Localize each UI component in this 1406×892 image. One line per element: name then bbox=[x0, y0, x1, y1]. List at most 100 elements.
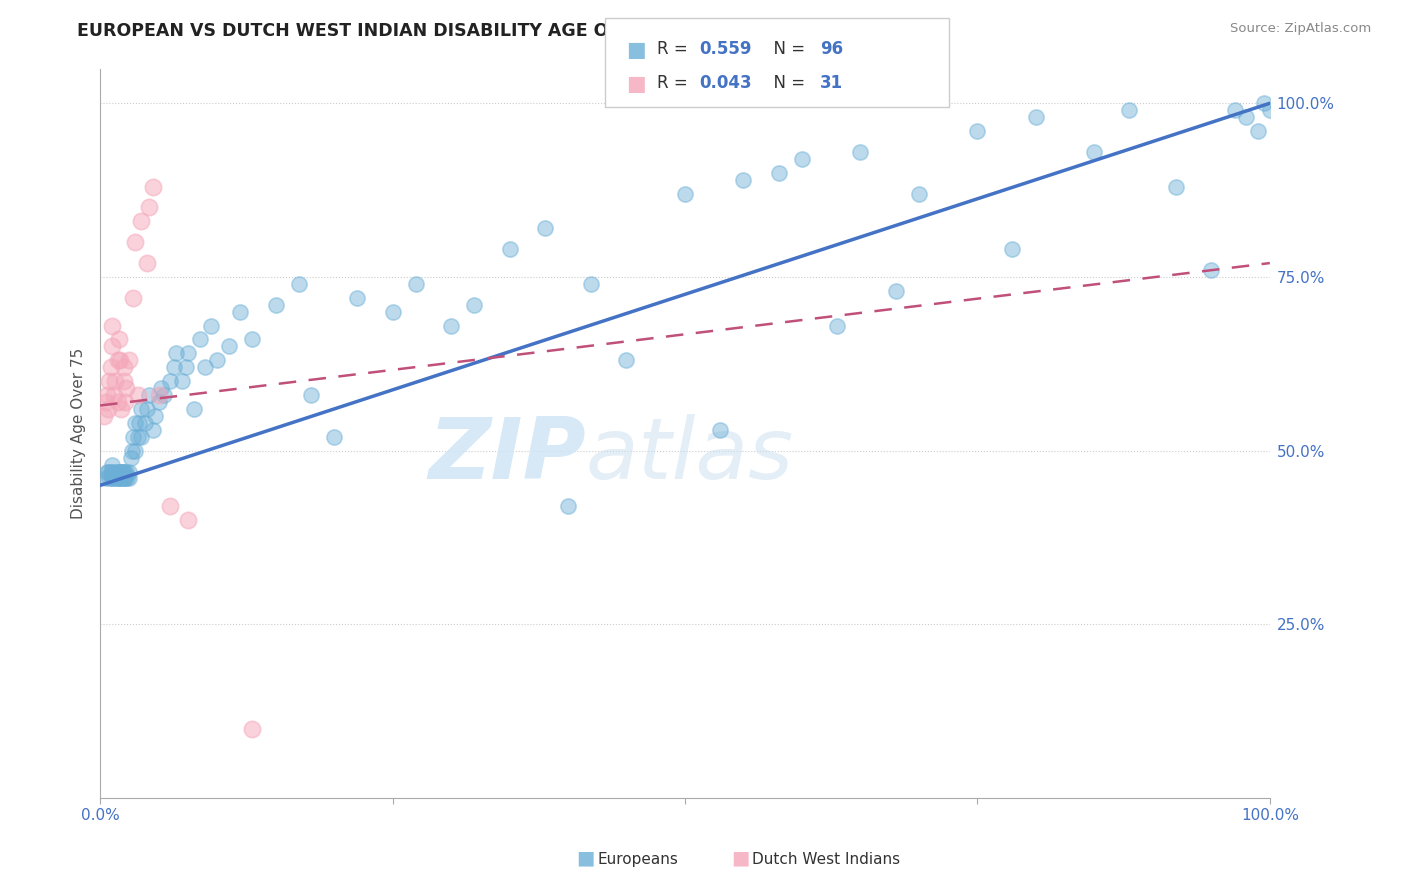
Text: Dutch West Indians: Dutch West Indians bbox=[752, 852, 900, 867]
Text: R =: R = bbox=[657, 40, 693, 58]
Text: atlas: atlas bbox=[585, 414, 793, 497]
Point bbox=[108, 471, 131, 485]
Point bbox=[1118, 103, 1140, 118]
Point bbox=[194, 360, 217, 375]
Point bbox=[1247, 124, 1270, 138]
Point bbox=[138, 388, 160, 402]
Point bbox=[105, 471, 128, 485]
Point bbox=[1083, 145, 1105, 159]
Point bbox=[97, 401, 120, 416]
Point bbox=[107, 395, 129, 409]
Point bbox=[884, 284, 907, 298]
Point bbox=[100, 360, 122, 375]
Point bbox=[966, 124, 988, 138]
Point bbox=[122, 291, 145, 305]
Point bbox=[1258, 103, 1281, 118]
Point bbox=[177, 513, 200, 527]
Point bbox=[142, 423, 165, 437]
Point bbox=[97, 465, 120, 479]
Point bbox=[111, 465, 134, 479]
Point bbox=[825, 318, 848, 333]
Point bbox=[114, 471, 136, 485]
Point bbox=[104, 374, 127, 388]
Point bbox=[240, 722, 263, 736]
Point bbox=[108, 353, 131, 368]
Point bbox=[138, 201, 160, 215]
Point bbox=[148, 395, 170, 409]
Point bbox=[1001, 242, 1024, 256]
Text: 0.043: 0.043 bbox=[699, 74, 751, 92]
Text: ■: ■ bbox=[576, 848, 595, 867]
Text: N =: N = bbox=[763, 74, 811, 92]
Point bbox=[159, 374, 181, 388]
Y-axis label: Disability Age Over 75: Disability Age Over 75 bbox=[72, 348, 86, 519]
Point bbox=[127, 430, 149, 444]
Point bbox=[135, 401, 157, 416]
Point bbox=[440, 318, 463, 333]
Point bbox=[165, 346, 187, 360]
Point bbox=[129, 430, 152, 444]
Point bbox=[101, 471, 124, 485]
Point bbox=[115, 381, 138, 395]
Point bbox=[1253, 96, 1275, 111]
Point bbox=[299, 388, 322, 402]
Point bbox=[733, 172, 755, 186]
Point bbox=[101, 339, 124, 353]
Text: ZIP: ZIP bbox=[427, 414, 585, 497]
Point bbox=[98, 374, 121, 388]
Point bbox=[108, 333, 131, 347]
Point bbox=[112, 465, 135, 479]
Point bbox=[124, 443, 146, 458]
Text: ■: ■ bbox=[626, 40, 645, 60]
Point bbox=[98, 471, 121, 485]
Point bbox=[143, 409, 166, 423]
Point bbox=[112, 374, 135, 388]
Point bbox=[96, 388, 118, 402]
Point bbox=[463, 298, 485, 312]
Text: N =: N = bbox=[763, 40, 811, 58]
Point bbox=[188, 333, 211, 347]
Point bbox=[108, 465, 131, 479]
Point bbox=[1025, 110, 1047, 124]
Point bbox=[616, 353, 638, 368]
Point bbox=[163, 360, 186, 375]
Point bbox=[533, 221, 555, 235]
Text: ■: ■ bbox=[626, 74, 645, 94]
Point bbox=[159, 500, 181, 514]
Point bbox=[1166, 179, 1188, 194]
Point bbox=[107, 353, 129, 368]
Point bbox=[118, 471, 141, 485]
Point bbox=[134, 416, 156, 430]
Point bbox=[115, 465, 138, 479]
Point bbox=[498, 242, 520, 256]
Point bbox=[1201, 263, 1223, 277]
Point bbox=[240, 333, 263, 347]
Point bbox=[120, 450, 142, 465]
Point bbox=[93, 409, 115, 423]
Point bbox=[264, 298, 287, 312]
Text: ■: ■ bbox=[731, 848, 749, 867]
Point bbox=[110, 465, 132, 479]
Point bbox=[101, 458, 124, 472]
Point bbox=[110, 471, 132, 485]
Point bbox=[673, 186, 696, 201]
Point bbox=[101, 465, 124, 479]
Point bbox=[101, 318, 124, 333]
Point bbox=[115, 471, 138, 485]
Point bbox=[709, 423, 731, 437]
Point bbox=[153, 388, 176, 402]
Point bbox=[110, 401, 132, 416]
Point bbox=[124, 235, 146, 250]
Point bbox=[108, 465, 131, 479]
Point bbox=[581, 277, 603, 291]
Point bbox=[112, 471, 135, 485]
Text: Europeans: Europeans bbox=[598, 852, 679, 867]
Point bbox=[381, 304, 404, 318]
Point bbox=[135, 256, 157, 270]
Point bbox=[112, 360, 135, 375]
Point bbox=[128, 416, 150, 430]
Point bbox=[768, 166, 790, 180]
Point bbox=[114, 395, 136, 409]
Text: 96: 96 bbox=[820, 40, 842, 58]
Point bbox=[129, 214, 152, 228]
